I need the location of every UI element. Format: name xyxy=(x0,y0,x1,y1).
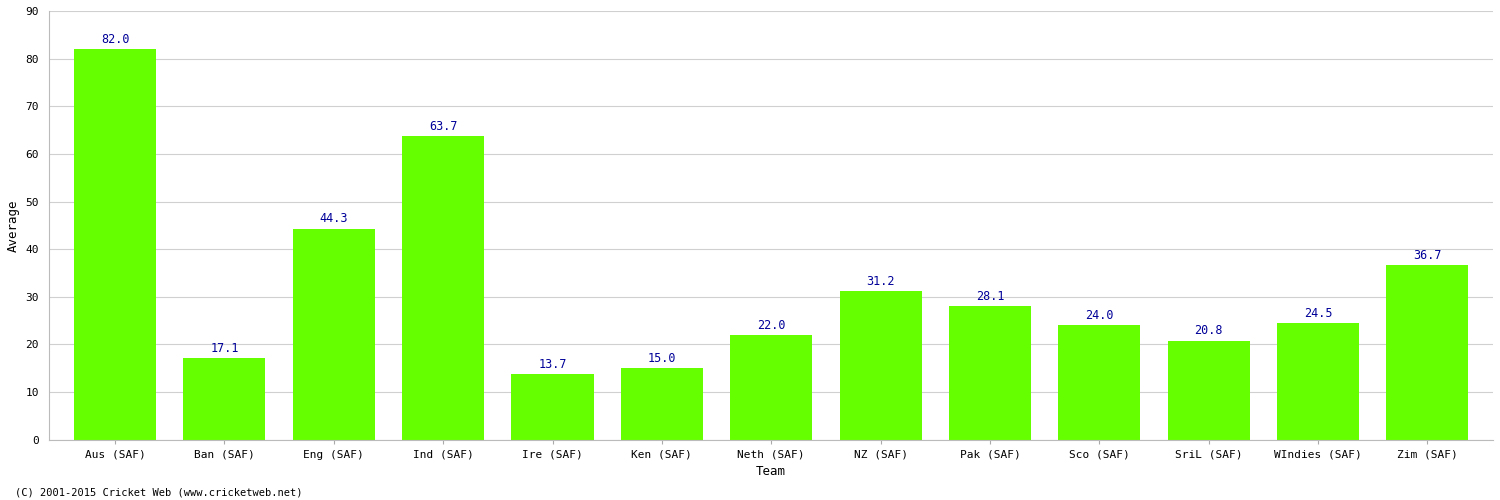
Bar xyxy=(950,306,1030,440)
Text: 13.7: 13.7 xyxy=(538,358,567,371)
Text: 36.7: 36.7 xyxy=(1413,248,1442,262)
Text: 20.8: 20.8 xyxy=(1194,324,1222,338)
Bar xyxy=(1059,326,1140,440)
Bar xyxy=(74,49,156,440)
Text: 17.1: 17.1 xyxy=(210,342,238,355)
Text: 22.0: 22.0 xyxy=(758,318,786,332)
Text: 44.3: 44.3 xyxy=(320,212,348,226)
Bar xyxy=(1276,323,1359,440)
X-axis label: Team: Team xyxy=(756,465,786,478)
Bar xyxy=(730,335,812,440)
Bar xyxy=(1167,340,1250,440)
Text: 15.0: 15.0 xyxy=(648,352,676,365)
Text: 82.0: 82.0 xyxy=(100,32,129,46)
Bar xyxy=(621,368,704,440)
Text: 28.1: 28.1 xyxy=(975,290,1004,302)
Bar xyxy=(1386,265,1468,440)
Bar xyxy=(840,291,921,440)
Text: (C) 2001-2015 Cricket Web (www.cricketweb.net): (C) 2001-2015 Cricket Web (www.cricketwe… xyxy=(15,488,303,498)
Text: 63.7: 63.7 xyxy=(429,120,457,133)
Text: 24.5: 24.5 xyxy=(1304,306,1332,320)
Text: 24.0: 24.0 xyxy=(1084,309,1113,322)
Text: 31.2: 31.2 xyxy=(867,275,895,288)
Bar xyxy=(183,358,266,440)
Bar xyxy=(512,374,594,440)
Y-axis label: Average: Average xyxy=(8,199,20,252)
Bar xyxy=(292,228,375,440)
Bar xyxy=(402,136,484,440)
